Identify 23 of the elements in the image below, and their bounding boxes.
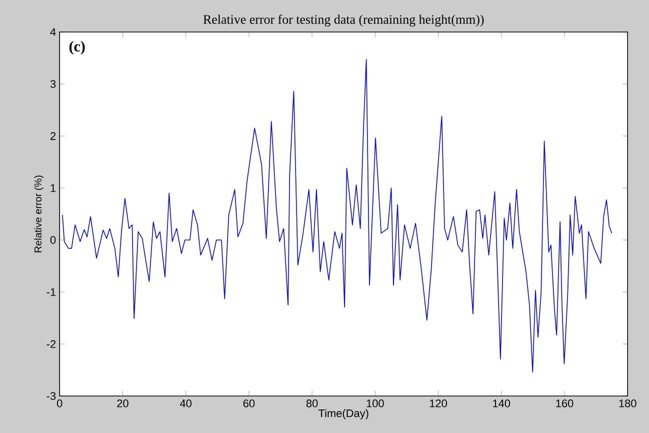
y-tick-label: 2 <box>50 132 56 140</box>
x-tick-label: 180 <box>619 400 636 408</box>
x-axis-title: Time(Day) <box>318 409 368 420</box>
y-tick-label: 0 <box>50 236 56 244</box>
chart-title: Relative error for testing data (remaining height(mm)) <box>203 14 484 26</box>
y-tick-label: -3 <box>46 392 56 400</box>
x-tick-label: 60 <box>243 400 255 408</box>
line-series <box>62 59 612 372</box>
x-tick-label: 100 <box>366 400 384 408</box>
y-tick-label: -2 <box>46 340 56 348</box>
x-tick-label: 160 <box>556 400 574 408</box>
y-tick-label: -1 <box>46 288 56 296</box>
y-tick-label: 3 <box>50 80 56 88</box>
y-tick-label: 1 <box>50 184 56 192</box>
annotation: (c) <box>69 40 85 55</box>
x-tick-label: 40 <box>180 400 192 408</box>
x-tick-label: 140 <box>493 400 510 408</box>
y-axis-title: Relative error (%) <box>34 176 44 252</box>
x-tick-label: 20 <box>117 400 128 408</box>
x-tick-label: 120 <box>430 400 447 408</box>
y-tick-label: 4 <box>50 28 56 36</box>
x-tick-label: 80 <box>306 400 318 408</box>
x-tick-label: 0 <box>56 400 62 408</box>
